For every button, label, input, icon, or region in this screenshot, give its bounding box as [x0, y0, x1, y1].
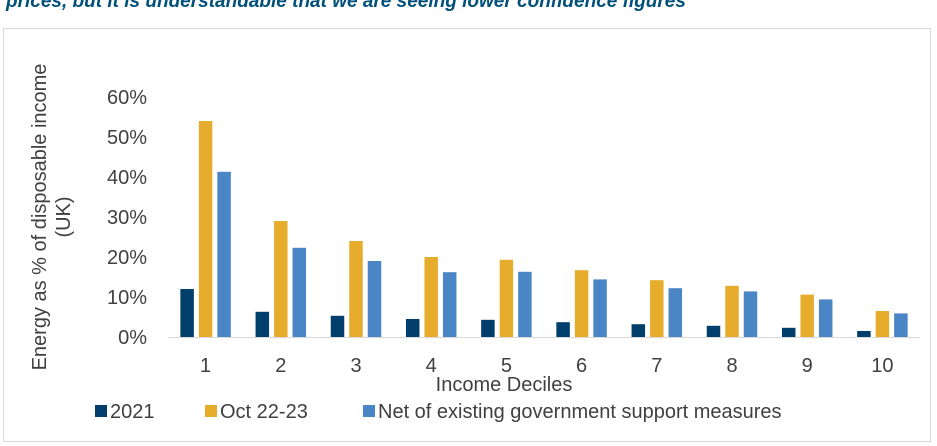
- bar-oct-22-23-5: [499, 259, 514, 337]
- x-tick-label: 1: [200, 355, 211, 377]
- bar-net-of-existing-government-support-measures-6: [593, 279, 607, 337]
- y-tick-label: 20%: [107, 247, 147, 269]
- x-tick-label: 9: [802, 355, 813, 377]
- bar-2021-7: [631, 324, 646, 337]
- bar-net-of-existing-government-support-measures-7: [668, 288, 683, 337]
- bar-oct-22-23-4: [424, 257, 438, 337]
- bar-net-of-existing-government-support-measures-2: [292, 247, 307, 337]
- bar-2021-1: [180, 289, 194, 337]
- bar-oct-22-23-1: [198, 121, 213, 337]
- x-tick-label: 6: [576, 355, 587, 377]
- x-tick-label: 3: [350, 355, 361, 377]
- legend-label: Net of existing government support measu…: [378, 401, 782, 423]
- bar-net-of-existing-government-support-measures-4: [442, 272, 457, 337]
- legend-swatch: [95, 405, 107, 417]
- x-tick-label: 8: [726, 355, 737, 377]
- x-tick-label: 4: [426, 355, 437, 377]
- bar-net-of-existing-government-support-measures-10: [894, 313, 908, 337]
- chart-headline: prices, but it is understandable that we…: [6, 0, 686, 12]
- x-tick-labels: 1 2 3 4 5 6 7 8 9 10: [200, 355, 893, 377]
- bars: [180, 121, 908, 337]
- x-tick-label: 5: [501, 355, 512, 377]
- bar-2021-9: [781, 327, 796, 337]
- y-tick-label: 60%: [107, 87, 147, 109]
- y-axis-title-line: (UK): [53, 196, 75, 237]
- legend-swatch: [363, 405, 375, 417]
- bar-oct-22-23-9: [800, 294, 814, 337]
- bar-2021-2: [255, 311, 270, 337]
- bar-2021-5: [481, 319, 495, 337]
- bar-2021-10: [857, 331, 871, 337]
- bar-net-of-existing-government-support-measures-8: [743, 291, 758, 337]
- x-axis-title: Income Deciles: [436, 374, 573, 396]
- y-axis-title: Energy as % of disposable income (UK): [29, 64, 75, 371]
- bar-2021-8: [706, 325, 721, 337]
- legend: 2021 Oct 22-23 Net of existing government …: [95, 401, 782, 423]
- x-tick-label: 2: [275, 355, 286, 377]
- bar-2021-6: [556, 322, 570, 337]
- y-tick-label: 40%: [107, 167, 147, 189]
- legend-swatch: [205, 405, 217, 417]
- bar-oct-22-23-7: [650, 280, 664, 337]
- y-tick-label: 50%: [107, 127, 147, 149]
- bar-net-of-existing-government-support-measures-5: [518, 271, 532, 337]
- legend-label: 2021: [110, 401, 155, 423]
- bar-oct-22-23-2: [274, 221, 288, 337]
- bar-oct-22-23-10: [875, 311, 890, 337]
- bar-oct-22-23-6: [574, 270, 589, 337]
- y-tick-labels: 0% 10% 20% 30% 40% 50% 60%: [107, 87, 147, 349]
- y-tick-label: 0%: [118, 327, 147, 349]
- bar-2021-4: [405, 319, 420, 337]
- x-tick-label: 7: [651, 355, 662, 377]
- bar-oct-22-23-8: [725, 285, 739, 337]
- bar-2021-3: [330, 315, 345, 337]
- legend-label: Oct 22-23: [220, 401, 308, 423]
- bar-net-of-existing-government-support-measures-1: [217, 171, 231, 337]
- bar-net-of-existing-government-support-measures-9: [818, 299, 833, 337]
- chart-frame: [3, 28, 931, 442]
- bar-net-of-existing-government-support-measures-3: [367, 261, 382, 337]
- y-tick-label: 10%: [107, 287, 147, 309]
- x-tick-label: 10: [871, 355, 893, 377]
- y-tick-label: 30%: [107, 207, 147, 229]
- bar-oct-22-23-3: [349, 241, 363, 337]
- y-axis-title-line: Energy as % of disposable income: [29, 64, 51, 371]
